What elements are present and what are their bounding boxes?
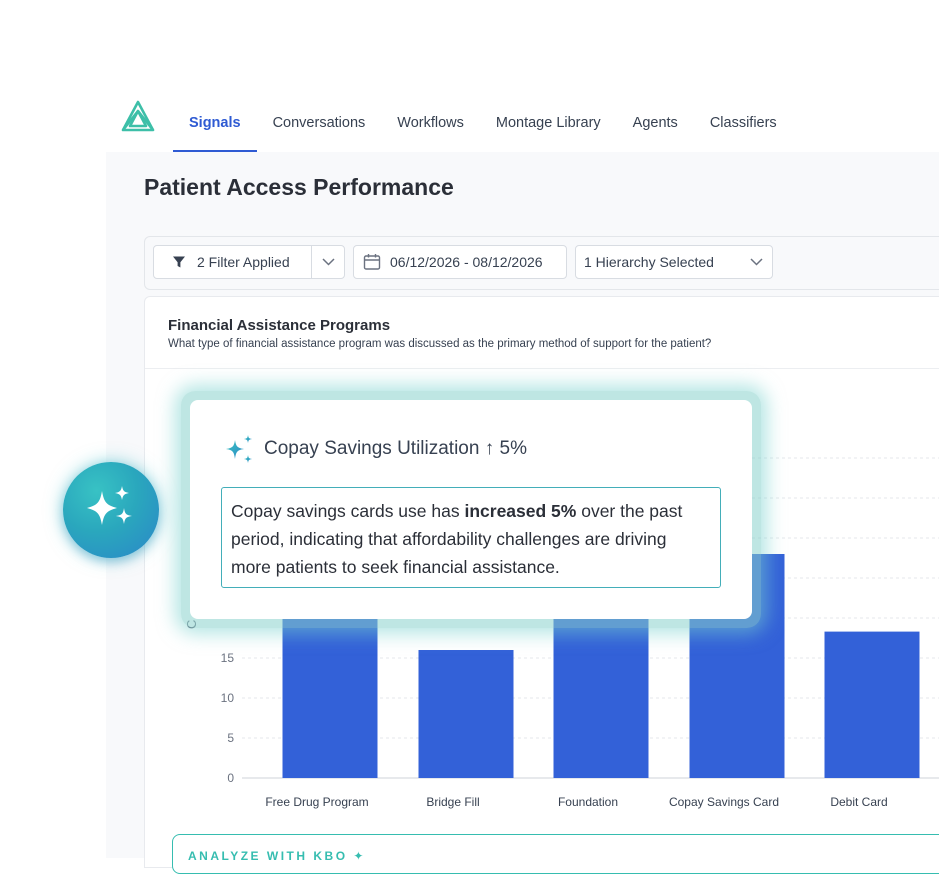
filter-dropdown[interactable]: 2 Filter Applied [153, 245, 345, 279]
chevron-down-icon [750, 258, 763, 266]
funnel-icon [173, 256, 185, 268]
card-subtitle: What type of financial assistance progra… [168, 338, 712, 350]
insight-popup: Copay Savings Utilization ↑ 5% Copay sav… [190, 400, 752, 619]
date-range-picker[interactable]: 06/12/2026 - 08/12/2026 [353, 245, 567, 279]
date-range-value: 06/12/2026 - 08/12/2026 [390, 254, 543, 270]
x-tick-label: Bridge Fill [426, 795, 479, 809]
kbo-label: ANALYZE WITH KBO ✦ [188, 849, 366, 863]
filter-bar: 2 Filter Applied 06/12/2026 - 08/12/2026… [144, 236, 939, 290]
filter-label: 2 Filter Applied [197, 254, 290, 270]
insight-text-end: over the past period, indicating that af… [231, 501, 683, 577]
y-tick-label: 15 [221, 651, 235, 665]
card-divider [145, 368, 939, 369]
sparkle-icon [87, 486, 132, 525]
insight-text-start: Copay savings cards use has [231, 501, 465, 521]
filter-button[interactable]: 2 Filter Applied [154, 246, 313, 278]
analyze-with-kbo-button[interactable]: ANALYZE WITH KBO ✦ [172, 834, 939, 874]
y-tick-label: 10 [221, 691, 235, 705]
ai-insight-button[interactable] [63, 462, 159, 558]
sparkle-icon [226, 435, 252, 463]
nav-tabs: Signals Conversations Workflows Montage … [173, 96, 793, 152]
y-tick-label: 0 [227, 771, 234, 785]
card-title: Financial Assistance Programs [168, 317, 391, 334]
chart-bar [553, 602, 649, 778]
calendar-icon [363, 254, 381, 270]
tab-montage-library[interactable]: Montage Library [495, 115, 601, 131]
tab-signals[interactable]: Signals [173, 96, 257, 152]
hierarchy-label: 1 Hierarchy Selected [584, 254, 714, 270]
chevron-down-icon [322, 258, 335, 266]
tab-agents[interactable]: Agents [632, 115, 678, 131]
insight-title: Copay Savings Utilization ↑ 5% [264, 438, 527, 459]
x-tick-label: Free Drug Program [265, 795, 368, 809]
insight-text: Copay savings cards use has increased 5%… [221, 487, 721, 588]
filter-chevron-button[interactable] [312, 258, 344, 266]
insight-text-highlight: increased 5% [464, 501, 577, 521]
y-tick-label: 5 [227, 731, 234, 745]
hierarchy-dropdown[interactable]: 1 Hierarchy Selected [575, 245, 773, 279]
x-tick-label: Foundation [558, 795, 618, 809]
x-tick-label: Debit Card [830, 795, 887, 809]
tab-workflows[interactable]: Workflows [397, 115, 464, 131]
tab-classifiers[interactable]: Classifiers [709, 115, 777, 131]
triangle-logo-icon[interactable] [121, 100, 155, 132]
chart-bar [282, 618, 378, 778]
page-title: Patient Access Performance [144, 174, 454, 200]
chart-bar [824, 631, 920, 778]
tab-conversations[interactable]: Conversations [272, 115, 366, 131]
chart-bar [418, 650, 514, 778]
top-nav: Signals Conversations Workflows Montage … [0, 0, 939, 152]
x-tick-label: Copay Savings Card [669, 795, 779, 809]
